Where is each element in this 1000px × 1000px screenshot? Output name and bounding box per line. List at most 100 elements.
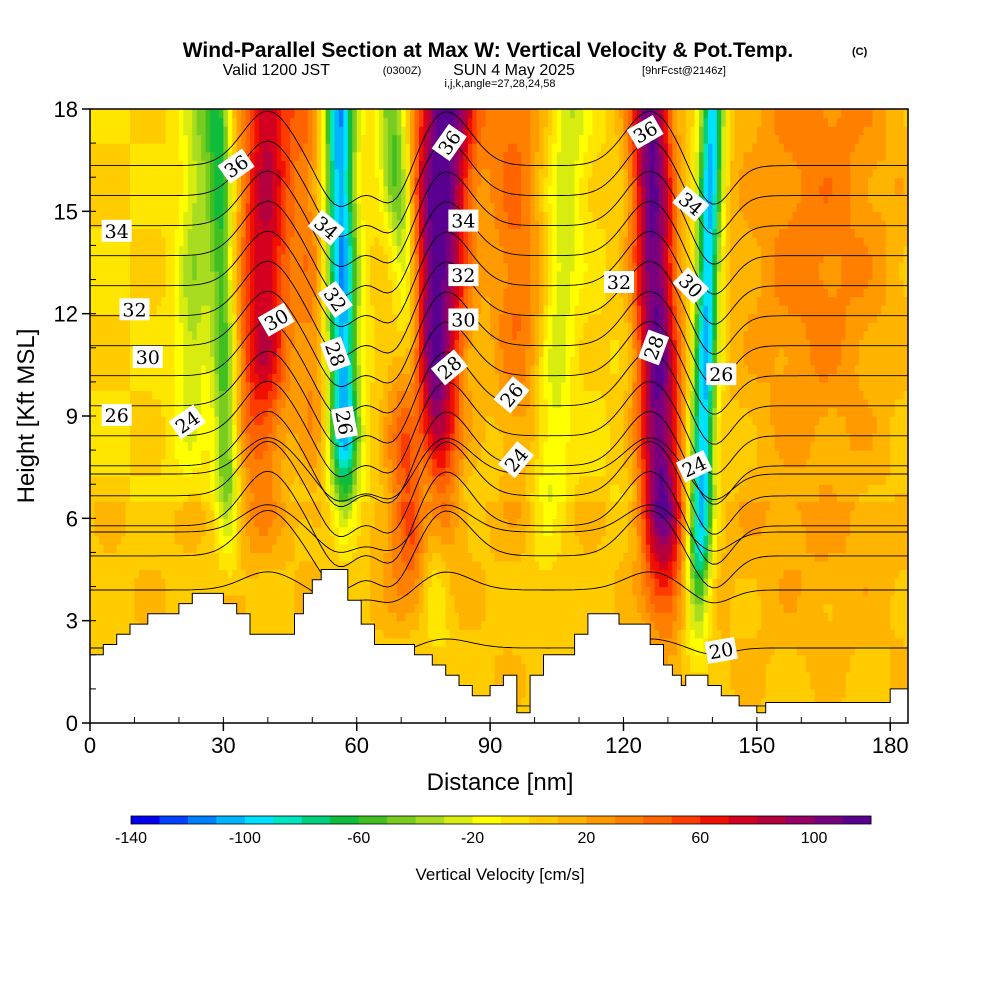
velocity-cell (161, 313, 167, 323)
velocity-cell (396, 629, 402, 639)
velocity-cell (192, 552, 198, 562)
velocity-cell (276, 526, 282, 536)
velocity-cell (254, 117, 260, 127)
velocity-cell (374, 398, 380, 409)
velocity-cell (241, 330, 247, 340)
velocity-cell (116, 398, 122, 409)
velocity-cell (241, 305, 247, 315)
velocity-cell (116, 390, 122, 400)
velocity-cell (361, 356, 367, 366)
velocity-cell (250, 578, 256, 588)
velocity-cell (165, 569, 171, 579)
velocity-cell (290, 595, 296, 605)
velocity-cell (170, 569, 176, 579)
velocity-cell (307, 450, 313, 460)
velocity-cell (250, 450, 256, 460)
velocity-cell (267, 109, 273, 119)
velocity-cell (254, 194, 260, 204)
velocity-cell (370, 603, 376, 613)
velocity-cell (138, 492, 144, 502)
velocity-cell (258, 620, 264, 630)
velocity-cell (210, 262, 216, 272)
velocity-cell (107, 143, 113, 153)
velocity-cell (121, 168, 127, 178)
velocity-cell (250, 569, 256, 579)
velocity-cell (290, 407, 296, 417)
velocity-cell (187, 484, 193, 494)
velocity-cell (352, 467, 358, 477)
velocity-cell (161, 484, 167, 494)
velocity-cell (214, 416, 220, 426)
velocity-cell (121, 185, 127, 195)
velocity-cell (103, 484, 109, 494)
velocity-cell (152, 509, 158, 519)
velocity-cell (272, 484, 278, 494)
velocity-cell (236, 143, 242, 153)
velocity-cell (338, 398, 345, 409)
velocity-cell (143, 390, 149, 400)
velocity-cell (223, 313, 229, 323)
velocity-cell (201, 390, 207, 400)
velocity-cell (112, 535, 118, 545)
velocity-cell (321, 492, 327, 502)
velocity-cell (365, 219, 371, 229)
velocity-cell (183, 509, 189, 519)
velocity-cell (312, 211, 318, 221)
velocity-cell (361, 501, 367, 511)
velocity-cell (383, 603, 389, 613)
velocity-cell (112, 202, 118, 212)
velocity-cell (125, 253, 131, 264)
velocity-cell (134, 339, 140, 349)
velocity-cell (267, 228, 273, 238)
velocity-cell (281, 339, 287, 349)
velocity-cell (183, 381, 189, 392)
velocity-cell (361, 407, 367, 417)
velocity-cell (267, 339, 273, 349)
velocity-cell (116, 569, 122, 579)
velocity-cell (170, 492, 176, 502)
velocity-cell (98, 305, 104, 315)
velocity-cell (121, 288, 127, 298)
velocity-cell (152, 305, 158, 315)
velocity-cell (263, 603, 269, 613)
velocity-cell (312, 160, 318, 170)
velocity-cell (290, 433, 296, 443)
velocity-cell (365, 160, 371, 170)
velocity-cell (143, 134, 149, 144)
velocity-cell (392, 151, 398, 161)
velocity-cell (378, 586, 385, 596)
velocity-cell (196, 305, 202, 315)
velocity-cell (165, 518, 171, 528)
velocity-cell (374, 612, 380, 622)
velocity-cell (245, 441, 251, 451)
velocity-cell (276, 620, 282, 630)
velocity-cell (383, 509, 389, 519)
velocity-cell (94, 219, 100, 229)
velocity-cell (223, 450, 229, 460)
velocity-cell (254, 424, 260, 434)
velocity-cell (178, 398, 184, 409)
velocity-cell (152, 322, 158, 332)
velocity-cell (165, 458, 171, 468)
velocity-cell (263, 271, 269, 281)
velocity-cell (223, 322, 229, 332)
velocity-cell (276, 373, 282, 383)
velocity-cell (232, 509, 238, 519)
velocity-cell (210, 390, 216, 400)
velocity-cell (161, 578, 167, 588)
velocity-cell (236, 194, 242, 204)
velocity-cell (347, 492, 353, 502)
velocity-cell (98, 543, 104, 554)
velocity-cell (281, 501, 287, 511)
velocity-cell (90, 595, 96, 605)
velocity-cell (307, 433, 313, 443)
velocity-cell (178, 484, 184, 494)
velocity-cell (241, 543, 247, 554)
velocity-cell (361, 560, 367, 571)
velocity-cell (361, 458, 367, 468)
grid-indices: i,j,k,angle=27,28,24,58 (444, 78, 555, 90)
velocity-cell (103, 245, 109, 255)
velocity-cell (232, 458, 238, 468)
velocity-cell (298, 288, 304, 298)
velocity-cell (112, 253, 118, 264)
